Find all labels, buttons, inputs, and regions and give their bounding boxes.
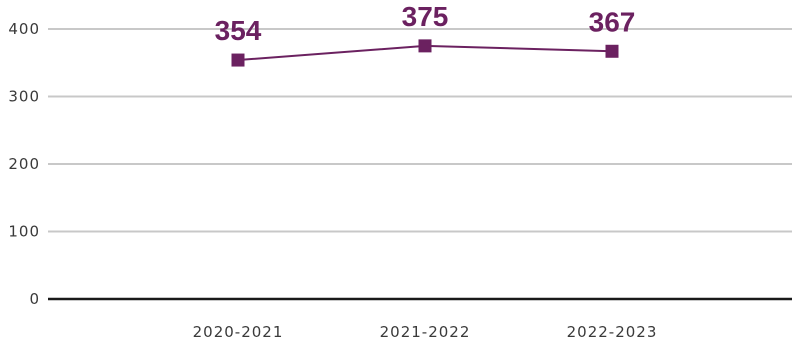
- y-tick-label: 0: [29, 290, 40, 308]
- x-tick-label: 2021-2022: [380, 323, 471, 341]
- y-tick-label: 100: [8, 223, 40, 241]
- data-point-marker: [231, 53, 245, 67]
- data-label: 354: [215, 15, 262, 46]
- x-axis-tick-labels: 2020-2021 2021-2022 2022-2023: [193, 323, 658, 341]
- series-line-group: [231, 39, 619, 67]
- data-point-marker: [418, 39, 432, 53]
- gridlines: [48, 28, 792, 301]
- data-label: 367: [589, 6, 636, 37]
- x-tick-label: 2020-2021: [193, 323, 284, 341]
- x-tick-label: 2022-2023: [567, 323, 658, 341]
- y-tick-label: 300: [8, 88, 40, 106]
- y-tick-label: 400: [8, 20, 40, 38]
- data-labels: 354 375 367: [215, 1, 636, 46]
- data-label: 375: [402, 1, 449, 32]
- y-axis-tick-labels: 0 100 200 300 400: [8, 20, 40, 308]
- data-point-marker: [605, 44, 619, 58]
- y-tick-label: 200: [8, 155, 40, 173]
